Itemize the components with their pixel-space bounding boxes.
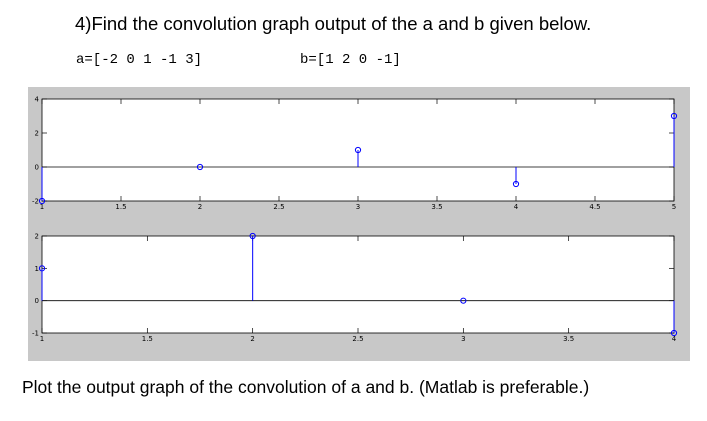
x-tick-label: 2.5 [352,335,363,343]
stem-marker [460,297,467,304]
x-tick-label: 5 [672,203,676,211]
x-tick-label: 2.5 [273,203,284,211]
x-tick-label: 1 [40,335,44,343]
y-tick-label: -2 [32,198,39,206]
x-tick-label: 2 [198,203,202,211]
stem-marker [670,329,678,337]
x-tick-label: 3 [461,335,465,343]
sequence-a-label: a=[-2 0 1 -1 3] [76,52,203,68]
matlab-figure: 1 1.5 2 2.5 3 3.5 4 4.5 5 -2 0 2 4 1 1.5 2 2.5 3 3.5 4 -1 0 1 2 [28,87,690,361]
stem-marker [354,146,362,154]
stem-marker [196,163,204,171]
plot-1: 1 1.5 2 2.5 3 3.5 4 4.5 5 -2 0 2 4 [32,96,678,211]
plot-area [41,235,675,334]
x-tick-label: 4 [514,203,519,211]
y-tick-label: 0 [35,164,39,172]
y-tick-label: 2 [35,233,39,241]
x-tick-label: 1 [40,203,44,211]
stem-marker [249,232,256,240]
question-heading: 4)Find the convolution graph output of t… [75,13,592,34]
x-tick-label: 2 [250,335,254,343]
y-tick-label: 2 [35,130,39,138]
x-tick-label: 3.5 [431,203,442,211]
y-tick-label: 0 [35,297,39,305]
y-tick-label: 4 [35,96,40,104]
stem-marker [670,112,678,120]
x-tick-label: 1.5 [115,203,126,211]
x-tick-label: 4 [672,335,677,343]
sequence-b-label: b=[1 2 0 -1] [300,52,401,68]
question-footer: Plot the output graph of the convolution… [22,377,590,397]
stem-marker [512,180,520,188]
plot-2: 1 1.5 2 2.5 3 3.5 4 -1 0 1 2 [32,232,678,343]
stem-marker [38,265,46,272]
stem-marker [38,197,46,205]
x-tick-label: 4.5 [589,203,600,211]
stem-plots-svg: 1 1.5 2 2.5 3 3.5 4 4.5 5 -2 0 2 4 1 1.5 2 2.5 3 3.5 4 -1 0 1 2 [32,96,678,343]
y-tick-label: 1 [35,265,39,273]
x-tick-label: 1.5 [142,335,153,343]
x-tick-label: 3.5 [563,335,574,343]
x-tick-label: 3 [356,203,360,211]
y-tick-label: -1 [32,330,39,338]
